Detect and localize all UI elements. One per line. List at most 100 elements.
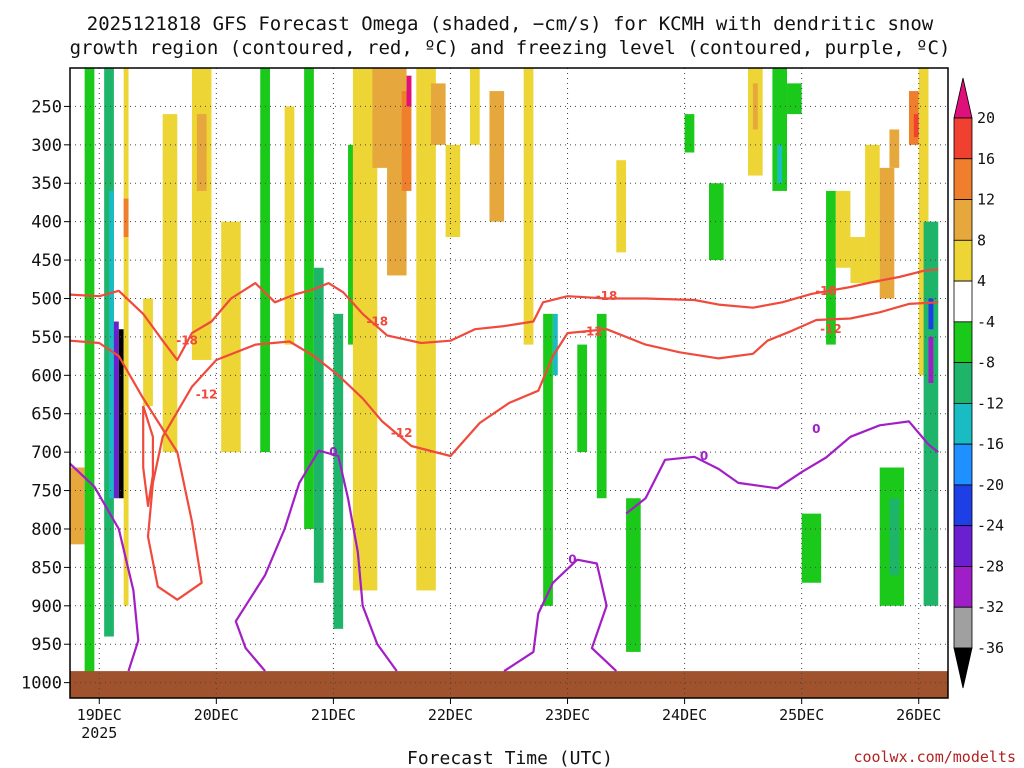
omega-cell [801,513,822,583]
omega-cell [577,344,588,453]
y-tick-label: 650 [31,405,62,425]
omega-cell [489,91,505,222]
x-tick-label: 25DEC [779,706,824,724]
omega-cell [430,83,446,145]
omega-cell [879,167,895,299]
colorbar-segment [953,443,973,486]
colorbar-tick-label: -20 [977,476,1004,494]
colorbar-tick-label: -4 [977,313,995,331]
contour-label: -18 [366,315,388,329]
omega-cell [684,114,695,153]
x-tick-label: 26DEC [896,706,941,724]
y-tick-label: 750 [31,482,62,502]
colorbar-segment [953,484,973,527]
contour-label: -18 [176,334,198,348]
y-tick-label: 1000 [21,674,62,694]
colorbar-tick-label: -28 [977,557,1004,575]
contour-line [69,268,939,362]
contour-line [142,405,154,507]
omega-cell [777,144,783,184]
colorbar-tick-label: 20 [977,109,995,127]
x-tick-year-label: 2025 [81,724,117,742]
chart-title-line-2: growth region (contoured, red, ºC) and f… [70,37,951,59]
credit-link[interactable]: coolwx.com/modelts [853,748,1016,766]
colorbar-segment [953,158,973,200]
omega-cell [191,68,212,360]
contour-label: 0 [329,445,337,459]
colorbar-segment [953,280,973,323]
omega-cell [523,68,534,345]
omega-cell [850,237,866,284]
omega-cell [865,144,880,284]
plot-frame [69,67,949,699]
contour-label: -18 [815,284,837,298]
x-tick-label: 19DEC [77,706,122,724]
omega-cell [70,467,85,545]
colorbar-tick-label: 12 [977,191,995,209]
omega-cell [313,267,324,583]
contour-layer: -18 -18 -18 -18 -12 -12 -12 -12 0 0 0 0 [69,268,939,673]
x-axis-label: Forecast Time (UTC) [407,748,613,768]
omega-cell [928,298,934,330]
colorbar-segment [953,199,973,241]
y-tick-label: 300 [31,136,62,156]
contour-label: -12 [391,426,413,440]
colorbar-segment [953,362,973,404]
y-tick-label: 950 [31,635,62,655]
omega-cell [113,321,119,499]
omega-cell [913,114,919,138]
contour-line [503,558,618,673]
omega-cell [552,313,558,376]
colorbar-top-arrow [953,77,973,119]
omega-cell [787,83,802,115]
omega-cell [109,190,114,499]
y-tick-label: 900 [31,597,62,617]
omega-cell [445,144,461,238]
omega-cell [543,313,553,606]
gridlines [70,68,948,698]
omega-cell [826,190,836,345]
omega-cell [401,91,412,191]
contour-label: -12 [196,388,218,402]
colorbar-tick-label: -16 [977,435,1004,453]
colorbar: 20 16 12 8 4 -4 -8 -12 -16 -20 -24 -28 -32 -36 [953,77,1004,689]
colorbar-tick-label: -8 [977,354,995,372]
plot-area [70,68,948,698]
omega-cell [708,183,724,261]
colorbar-segment [953,239,973,282]
omega-cell [596,313,607,499]
omega-cell [118,329,124,499]
omega-cell [889,498,900,576]
omega-cell [406,75,412,107]
colorbar-tick-label: -32 [977,598,1004,616]
contour-line [625,420,939,515]
colorbar-tick-label: 8 [977,231,986,249]
contour-label: 0 [568,553,576,567]
x-tick-label: 20DEC [194,706,239,724]
omega-cell [143,298,153,407]
contour-line [234,449,398,672]
colorbar-tick-label: -36 [977,639,1004,657]
omega-cell [304,68,314,529]
omega-cell [469,68,480,145]
y-tick-label: 450 [31,251,62,271]
terrain-surface [70,671,948,698]
y-tick-label: 550 [31,328,62,348]
y-tick-label: 350 [31,174,62,194]
colorbar-bottom-arrow [953,647,973,689]
omega-cell [196,114,207,191]
omega-cell [889,129,900,168]
omega-cell [387,68,407,276]
y-tick-label: 250 [31,97,62,117]
omega-cell [162,114,178,453]
colorbar-tick-label: -12 [977,394,1004,412]
omega-cell [772,68,788,191]
contour-label: -12 [581,325,603,339]
axes: 250 300 350 400 450 500 550 600 650 700 750 800 850 9… [21,67,949,742]
chart-title-line-1: 2025121818 GFS Forecast Omega (shaded, −… [87,13,934,35]
omega-cell [626,498,641,652]
omega-cell [123,68,129,606]
colorbar-segment [953,321,973,364]
colorbar-tick-label: -24 [977,517,1004,535]
